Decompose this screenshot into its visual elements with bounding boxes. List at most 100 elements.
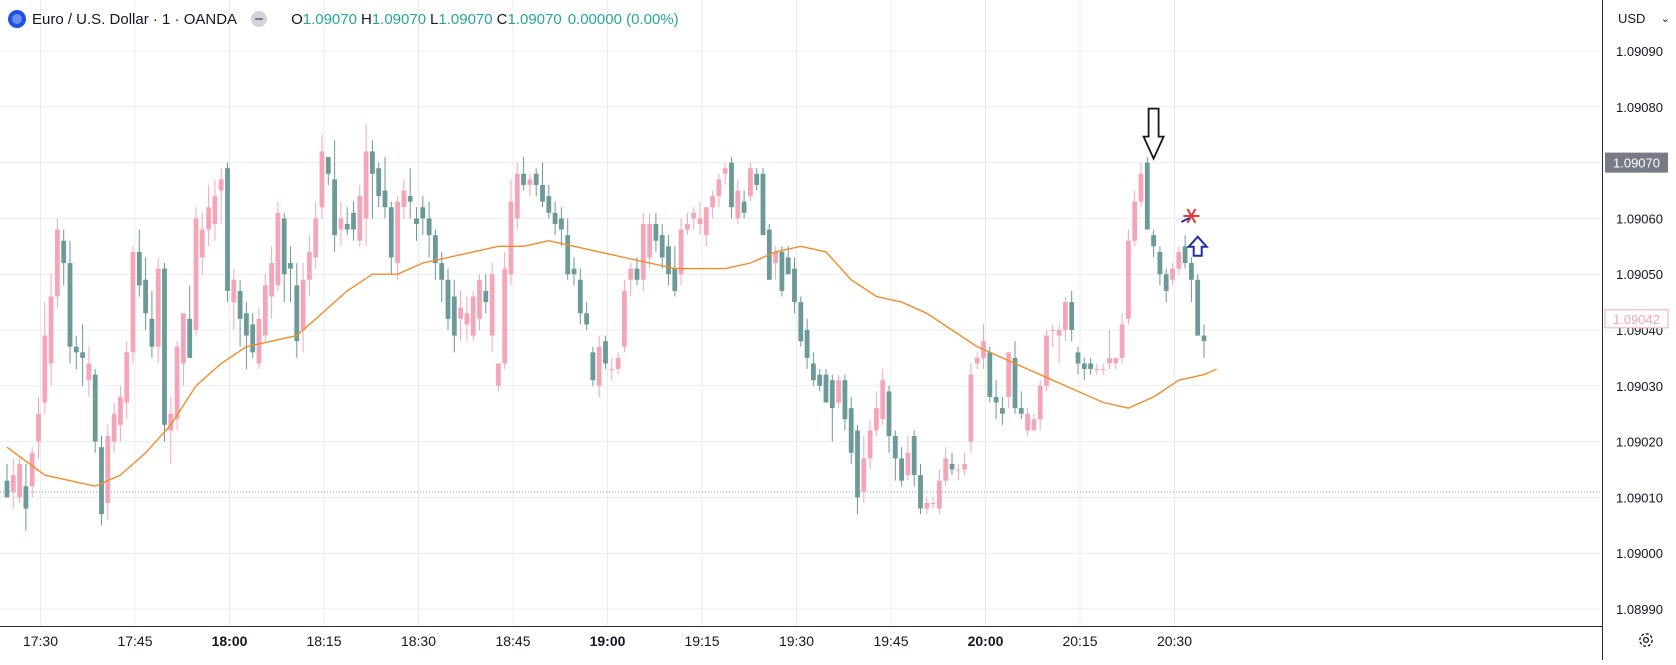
- candle-body: [804, 330, 810, 358]
- candle-body: [968, 374, 974, 442]
- candle-body: [1119, 324, 1125, 358]
- close-label: C: [496, 10, 508, 28]
- candle-body: [67, 263, 73, 347]
- hide-indicator-icon[interactable]: [251, 11, 268, 27]
- candle-body: [1189, 263, 1194, 280]
- candle-body: [685, 223, 690, 230]
- price-tick-label: 1.08990: [1616, 602, 1663, 617]
- candle-body: [836, 380, 841, 403]
- candle-body: [1100, 369, 1106, 371]
- currency-label: USD: [1618, 10, 1646, 26]
- price-tick-label: 1.09090: [1616, 44, 1663, 59]
- candle-body: [42, 335, 48, 403]
- candle-body: [729, 162, 734, 208]
- currency-select[interactable]: USD ⌄: [1612, 4, 1676, 32]
- candle-body: [61, 240, 67, 264]
- candle-body: [445, 279, 451, 319]
- candle-body: [943, 458, 949, 481]
- candle-body: [250, 324, 256, 353]
- candle-body: [779, 251, 785, 291]
- candle-body: [899, 458, 904, 481]
- candle-body: [143, 279, 148, 314]
- price-tick-label: 1.09050: [1616, 267, 1663, 282]
- oanda-logo-icon: [8, 10, 26, 28]
- candle-body: [23, 486, 29, 509]
- candle-body: [477, 279, 482, 319]
- moving-average-line: [6, 239, 1217, 487]
- ma-value-badge: [1604, 309, 1669, 329]
- low-value: 1.09070: [438, 10, 493, 28]
- candle-body: [225, 168, 230, 291]
- signal-line-icon: [1180, 217, 1190, 223]
- candle-body: [886, 391, 892, 437]
- chart-legend: Euro / U.S. Dollar · 1 · OANDA O 1.09070 …: [8, 8, 679, 30]
- open-label: O: [291, 10, 303, 28]
- price-tick-label: 1.09010: [1616, 490, 1663, 505]
- high-label: H: [360, 10, 372, 28]
- candle-body: [338, 218, 344, 230]
- candle-body: [181, 313, 186, 364]
- signal-star-icon: [1186, 208, 1197, 224]
- candle-body: [577, 279, 583, 314]
- candle-body: [565, 235, 571, 275]
- candle-body: [703, 207, 709, 236]
- candle-body: [1144, 162, 1150, 230]
- candle-body: [823, 374, 829, 403]
- candle-body: [647, 223, 652, 258]
- candle-body: [174, 346, 180, 420]
- symbol-title[interactable]: Euro / U.S. Dollar · 1 · OANDA: [32, 10, 238, 28]
- candle-body: [218, 179, 224, 191]
- candle-body: [1044, 335, 1049, 386]
- candle-body: [130, 251, 136, 353]
- last-price-label: 1.09070: [1613, 156, 1660, 171]
- candle-body: [105, 436, 111, 503]
- candle-body: [1163, 274, 1169, 291]
- candle-body: [955, 469, 961, 471]
- candle-body: [748, 168, 753, 197]
- candle-body: [666, 246, 671, 275]
- candle-body: [262, 285, 268, 336]
- candle-body: [407, 196, 413, 202]
- candle-body: [848, 408, 854, 453]
- gear-icon[interactable]: [1636, 630, 1656, 650]
- arrow-down-icon: [1142, 107, 1165, 161]
- candle-body: [237, 290, 243, 319]
- candle-body: [10, 475, 16, 492]
- candle-body: [502, 268, 508, 364]
- candle-body: [29, 452, 35, 487]
- candle-body: [773, 251, 778, 264]
- candle-body: [281, 218, 287, 275]
- candle-body: [256, 318, 262, 364]
- candle-body: [464, 313, 470, 325]
- candle-body: [559, 218, 564, 230]
- candle-body: [722, 168, 728, 174]
- candle-body: [842, 380, 848, 420]
- candle-body: [634, 268, 640, 280]
- candle-body: [199, 229, 205, 258]
- candle-body: [414, 218, 419, 224]
- candle-body: [470, 296, 476, 336]
- candle-body: [332, 179, 337, 236]
- candle-body: [1031, 419, 1037, 431]
- time-tick-label: 19:30: [779, 633, 814, 649]
- time-tick-label: 18:45: [495, 633, 530, 649]
- candle-body: [533, 173, 539, 185]
- candle-body: [4, 480, 10, 498]
- candle-body: [458, 307, 463, 319]
- candle-body: [451, 296, 457, 336]
- candle-body: [640, 223, 646, 280]
- candle-body: [1000, 408, 1005, 414]
- candle-body: [483, 290, 489, 303]
- candle-body: [1025, 413, 1030, 431]
- candle-body: [1107, 357, 1112, 364]
- candle-body: [603, 341, 608, 364]
- time-tick-label: 18:15: [306, 633, 341, 649]
- candle-body: [426, 218, 432, 236]
- candle-body: [735, 190, 741, 219]
- candle-body: [937, 480, 942, 509]
- candle-body: [344, 223, 350, 230]
- candle-body: [73, 346, 79, 353]
- candle-body: [659, 235, 665, 258]
